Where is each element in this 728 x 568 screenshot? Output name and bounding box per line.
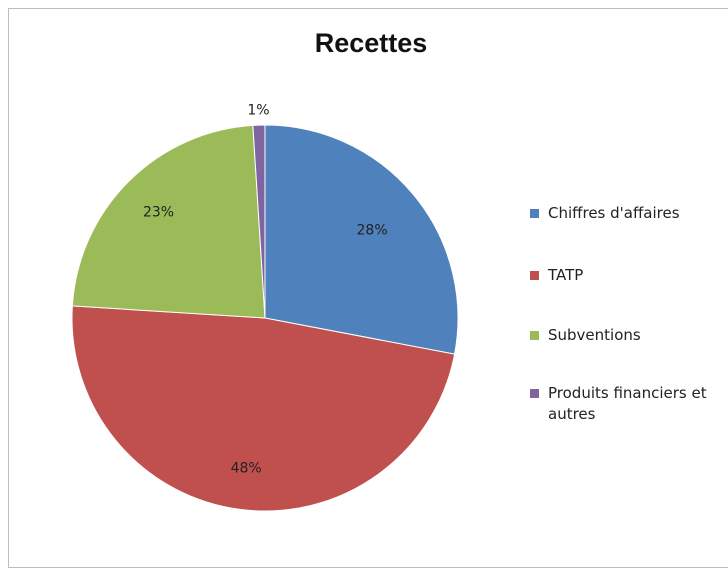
pie-labels: 28% 48% 23% 1% — [143, 103, 388, 477]
legend-swatch-chiffres — [530, 209, 539, 218]
legend-swatch-tatp — [530, 271, 539, 280]
legend-item-tatp: TATP — [530, 265, 728, 325]
legend-item-subventions: Subventions — [530, 325, 728, 383]
legend-label-produits: Produits financiers et autres — [548, 384, 707, 423]
pie-slice-produits — [252, 124, 266, 319]
data-label-chiffres: 28% — [357, 222, 388, 238]
chart-title: Recettes — [314, 28, 428, 58]
data-label-tatp: 48% — [231, 460, 262, 476]
pie-slice-tatp — [71, 305, 456, 512]
legend-label-tatp: TATP — [548, 266, 584, 284]
legend-swatch-subventions — [530, 331, 539, 340]
pie-slice-subventions — [71, 124, 266, 319]
pie-slices — [71, 124, 459, 512]
pie-slice-chiffres — [264, 124, 459, 355]
legend-label-chiffres: Chiffres d'affaires — [548, 204, 680, 222]
legend: Chiffres d'affaires TATP Subventions Pro… — [530, 203, 728, 425]
data-label-produits: 1% — [247, 103, 269, 119]
data-label-subventions: 23% — [143, 205, 174, 221]
legend-item-chiffres: Chiffres d'affaires — [530, 203, 728, 265]
legend-item-produits: Produits financiers et autres — [530, 383, 728, 425]
legend-swatch-produits — [530, 389, 539, 398]
legend-label-subventions: Subventions — [548, 326, 641, 344]
